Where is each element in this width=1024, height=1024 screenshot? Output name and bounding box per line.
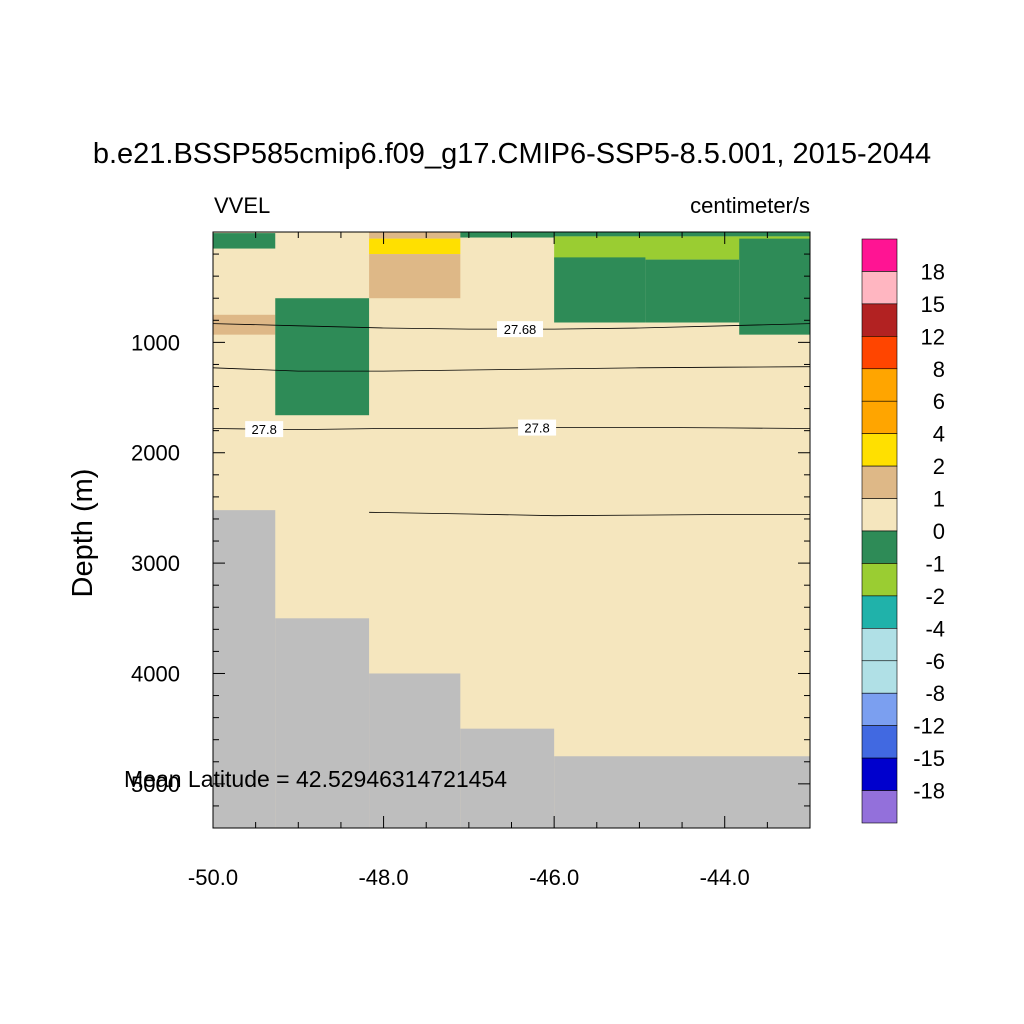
shaded-cell-9 — [739, 238, 810, 335]
colorbar-box-1 — [861, 271, 898, 305]
colorbar: 18 15 12 8 6 4 2 1 0 -1 -2 -4 -6 -8 -12 -15 -18 — [861, 238, 945, 824]
colorbar-box-4 — [861, 368, 898, 402]
colorbar-label-8: 0 — [933, 519, 945, 544]
colorbar-label-12: -6 — [925, 649, 945, 674]
contour-label-bg-0-0 — [497, 321, 544, 338]
colorbar-label-14: -12 — [913, 714, 945, 739]
colorbar-box-17 — [861, 790, 898, 824]
chart-title: b.e21.BSSP585cmip6.f09_g17.CMIP6-SSP5-8.… — [93, 138, 931, 170]
shaded-cell-0 — [213, 233, 276, 249]
shaded-cell-3 — [369, 254, 461, 299]
colorbar-box-12 — [861, 628, 898, 662]
colorbar-box-10 — [861, 563, 898, 597]
mean-latitude-annotation: Mean Latitude = 42.52946314721454 — [124, 766, 507, 792]
land-step-2 — [369, 673, 461, 828]
y-axis-title: Depth (m) — [67, 469, 99, 598]
colorbar-box-5 — [861, 400, 898, 434]
contour-label-bg-2-0 — [245, 421, 284, 438]
x-tick-label-3: -44.0 — [700, 865, 750, 890]
y-tick-label-0: 1000 — [131, 330, 180, 355]
shaded-cell-1 — [369, 232, 461, 239]
colorbar-label-2: 12 — [921, 324, 945, 349]
colorbar-label-7: 1 — [933, 487, 945, 512]
colorbar-label-4: 6 — [933, 389, 945, 414]
colorbar-box-8 — [861, 498, 898, 532]
colorbar-label-15: -15 — [913, 746, 945, 771]
land-step-1 — [275, 618, 370, 828]
colorbar-box-3 — [861, 336, 898, 370]
colorbar-box-16 — [861, 757, 898, 791]
shaded-cell-8 — [645, 259, 740, 323]
colorbar-box-0 — [861, 238, 898, 272]
land-step-4 — [554, 756, 810, 828]
contour-label-2-0: 27.8 — [252, 422, 277, 437]
colorbar-box-14 — [861, 692, 898, 726]
colorbar-label-6: 2 — [933, 454, 945, 479]
shaded-cell-7 — [554, 257, 646, 323]
colorbar-label-13: -8 — [925, 681, 945, 706]
contour-line-2 — [212, 426, 811, 431]
y-tick-label-4: 5000 — [131, 772, 180, 797]
shaded-cell-4 — [460, 232, 555, 238]
y-tick-label-3: 4000 — [131, 661, 180, 686]
colorbar-label-11: -4 — [925, 616, 945, 641]
y-tick-label-1: 2000 — [131, 441, 180, 466]
contour-line-1 — [212, 366, 811, 372]
shaded-cell-11 — [275, 298, 370, 416]
units-label: centimeter/s — [690, 193, 810, 218]
variable-label: VVEL — [214, 193, 270, 218]
land-step-3 — [460, 728, 555, 828]
colorbar-box-15 — [861, 725, 898, 759]
contour-label-bg-2-1 — [518, 419, 557, 436]
y-tick-label-2: 3000 — [131, 551, 180, 576]
colorbar-box-2 — [861, 303, 898, 337]
colorbar-box-7 — [861, 465, 898, 499]
colorbar-label-10: -2 — [925, 584, 945, 609]
x-tick-label-1: -48.0 — [358, 865, 408, 890]
colorbar-label-16: -18 — [913, 779, 945, 804]
plot-area: 27.68 27.8 27.8 -50.0 -48.0 -46.0 -44.0 1000 200… — [131, 231, 811, 890]
colorbar-box-6 — [861, 433, 898, 467]
shaded-cell-2 — [369, 238, 461, 255]
colorbar-label-3: 8 — [933, 357, 945, 382]
contour-line-3 — [369, 511, 810, 517]
colorbar-label-9: -1 — [925, 551, 945, 576]
x-tick-label-0: -50.0 — [188, 865, 238, 890]
colorbar-box-11 — [861, 595, 898, 629]
colorbar-box-13 — [861, 660, 898, 694]
colorbar-box-9 — [861, 530, 898, 564]
colorbar-label-0: 18 — [921, 259, 945, 284]
x-tick-label-2: -46.0 — [529, 865, 579, 890]
colorbar-label-5: 4 — [933, 422, 945, 447]
contour-label-2-1: 27.8 — [524, 421, 549, 436]
colorbar-label-1: 15 — [921, 292, 945, 317]
contour-label-0-0: 27.68 — [504, 322, 537, 337]
